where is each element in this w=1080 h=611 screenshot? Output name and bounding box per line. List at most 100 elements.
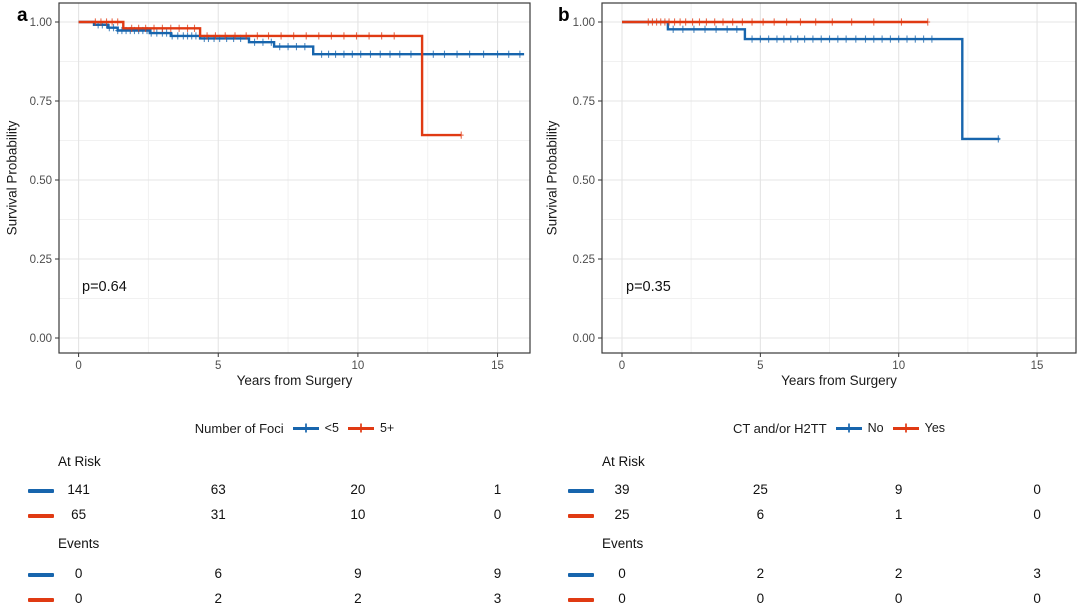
risk-count: 1 <box>894 507 903 522</box>
plot-border <box>601 2 1077 354</box>
y-axis-title: Survival Probability <box>544 120 560 236</box>
x-tick-label: 5 <box>757 360 763 372</box>
y-tick-label: 0.75 <box>30 96 52 108</box>
risk-table-section-label: Events <box>58 536 100 551</box>
risk-count: 65 <box>71 507 87 522</box>
risk-count: 141 <box>67 482 90 497</box>
risk-count: 10 <box>350 507 366 522</box>
panel-a: 0.00 0.25 0.50 0.75 1.00 0 5 10 15 a Survival Pr… <box>0 0 540 611</box>
risk-count: 63 <box>210 482 226 497</box>
y-tick-label: 0.00 <box>573 333 595 345</box>
y-tick-label: 0.75 <box>573 96 595 108</box>
risk-row-key-line-icon <box>568 514 594 518</box>
km-plot-b: 0.00 0.25 0.50 0.75 1.00 0 5 10 15 <box>573 2 1077 372</box>
risk-count: 9 <box>493 566 502 581</box>
y-tick-label: 0.25 <box>573 254 595 266</box>
x-tick-label: 5 <box>215 360 221 372</box>
risk-count: 39 <box>614 482 630 497</box>
plot-border <box>58 2 531 354</box>
legend: Number of Foci <5 5+ <box>59 418 530 438</box>
risk-count: 2 <box>894 566 903 581</box>
risk-count: 1 <box>493 482 502 497</box>
risk-count: 0 <box>74 591 83 606</box>
legend-item-label: <5 <box>324 421 339 435</box>
risk-count: 9 <box>354 566 362 581</box>
y-axis-title: Survival Probability <box>4 120 20 236</box>
series-key-line-icon <box>892 426 919 430</box>
risk-count: 0 <box>618 566 626 581</box>
risk-row-key-line-icon <box>28 598 54 602</box>
censor-marks <box>670 25 1001 143</box>
legend-item-label: No <box>867 421 884 435</box>
grid <box>59 3 530 353</box>
risk-count: 25 <box>752 482 768 497</box>
p-value-annotation: p=0.64 <box>82 279 127 295</box>
legend-item: <5 <box>292 421 339 435</box>
legend-item: Yes <box>892 421 946 435</box>
risk-count: 0 <box>894 591 903 606</box>
y-tick-label: 0.50 <box>30 175 52 187</box>
legend-item-label: 5+ <box>379 421 395 435</box>
legend: CT and/or H2TT No Yes <box>602 418 1076 438</box>
legend-item: No <box>835 421 884 435</box>
censor-marks <box>92 18 464 139</box>
y-tick-label: 1.00 <box>573 17 595 29</box>
x-tick-label: 0 <box>619 360 625 372</box>
risk-count: 2 <box>214 591 223 606</box>
panel-letter-b: b <box>558 5 570 26</box>
risk-count: 2 <box>756 566 765 581</box>
risk-count: 0 <box>1033 591 1041 606</box>
survival-curve <box>78 20 462 137</box>
risk-count: 20 <box>350 482 366 497</box>
risk-count: 6 <box>214 566 223 581</box>
panel-letter-a: a <box>17 5 28 26</box>
series-key-line-icon <box>292 426 319 430</box>
legend-item: 5+ <box>347 421 395 435</box>
censor-marks <box>645 18 931 26</box>
risk-row-key-line-icon <box>28 514 54 518</box>
risk-row-key-line-icon <box>568 573 594 577</box>
series-key-line-icon <box>347 426 374 430</box>
p-value-annotation: p=0.35 <box>626 279 671 295</box>
risk-count: 6 <box>756 507 765 522</box>
y-tick-label: 1.00 <box>30 17 52 29</box>
risk-count: 3 <box>1033 566 1041 581</box>
x-tick-label: 0 <box>75 360 81 372</box>
x-axis-title: Years from Surgery <box>236 373 353 388</box>
legend-title: Number of Foci <box>194 420 284 436</box>
risk-count: 0 <box>618 591 626 606</box>
risk-row-key-line-icon <box>28 573 54 577</box>
series-key-line-icon <box>835 426 862 430</box>
risk-count: 2 <box>354 591 362 606</box>
risk-count: 0 <box>1033 507 1041 522</box>
legend-item-label: Yes <box>924 421 946 435</box>
risk-count: 0 <box>74 566 83 581</box>
risk-count: 0 <box>1033 482 1041 497</box>
y-tick-label: 0.00 <box>30 333 52 345</box>
risk-row-key-line-icon <box>568 598 594 602</box>
panel-b: 0.00 0.25 0.50 0.75 1.00 0 5 10 15 b Survival Pr… <box>540 0 1080 611</box>
km-plot-a: 0.00 0.25 0.50 0.75 1.00 0 5 10 15 <box>30 2 531 372</box>
risk-count: 31 <box>210 507 226 522</box>
x-tick-label: 10 <box>352 360 365 372</box>
risk-table-section-label: At Risk <box>58 454 101 469</box>
x-axis-title: Years from Surgery <box>781 373 897 388</box>
risk-table-section-label: Events <box>602 536 644 551</box>
risk-row-key-line-icon <box>28 489 54 493</box>
axes: 0.00 0.25 0.50 0.75 1.00 0 5 10 15 <box>573 17 1044 372</box>
survival-curve <box>622 20 1000 141</box>
risk-table-section-label: At Risk <box>602 454 645 469</box>
x-tick-label: 15 <box>491 360 504 372</box>
y-tick-label: 0.25 <box>30 254 52 266</box>
y-tick-label: 0.50 <box>573 175 595 187</box>
risk-count: 25 <box>614 507 630 522</box>
risk-count: 3 <box>493 591 502 606</box>
risk-count: 0 <box>756 591 765 606</box>
risk-row-key-line-icon <box>568 489 594 493</box>
grid <box>602 3 1076 353</box>
risk-count: 0 <box>493 507 502 522</box>
risk-count: 9 <box>894 482 903 497</box>
x-tick-label: 15 <box>1031 360 1044 372</box>
censor-marks <box>95 21 523 58</box>
